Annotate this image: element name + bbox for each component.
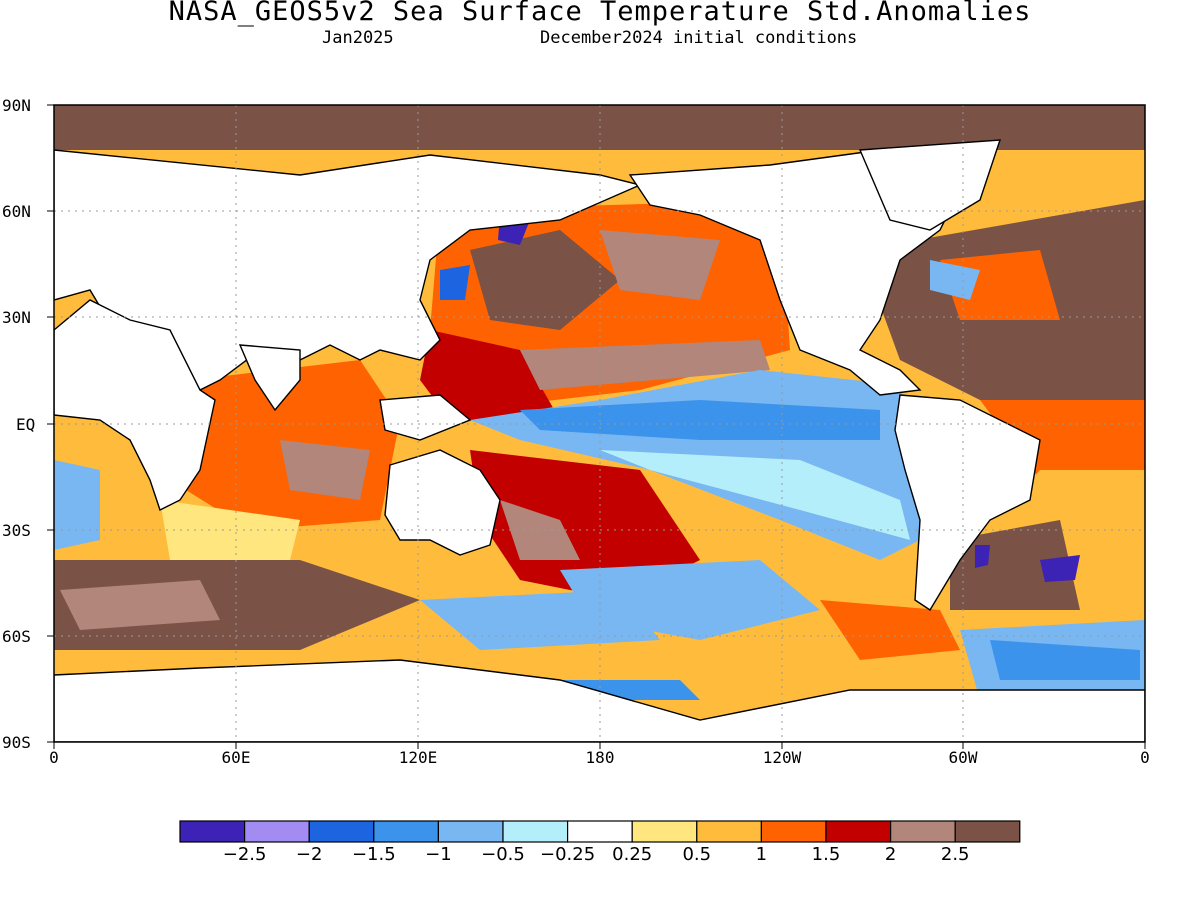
- colorbar-cell: [760, 820, 827, 843]
- india-landmass: [238, 344, 301, 412]
- colorbar-cell: [502, 820, 569, 843]
- lat-label: EQ: [16, 415, 36, 434]
- sst-anomaly-map: [47, 104, 1146, 749]
- lon-label: 0: [49, 748, 59, 767]
- colorbar-tick-label: 2: [884, 844, 897, 865]
- axis-ticks: [47, 104, 1146, 749]
- lon-label: 120E: [398, 748, 438, 767]
- south-america-landmass: [894, 394, 1041, 611]
- colorbar-tick-label: 0.5: [682, 844, 712, 865]
- colorbar-tick-label: 1.5: [811, 844, 841, 865]
- lat-label: 90N: [2, 96, 31, 115]
- colorbar-tick-label: 1: [755, 844, 768, 865]
- lon-label: 60E: [221, 748, 251, 767]
- lon-label: 120W: [762, 748, 802, 767]
- lat-label: 90S: [2, 733, 31, 752]
- colorbar-cell: [437, 820, 504, 843]
- lon-label: 180: [585, 748, 615, 767]
- colorbar-tick-label: −2.5: [222, 844, 267, 865]
- lat-label: 30S: [2, 521, 31, 540]
- colorbar-tick-label: −1.5: [351, 844, 396, 865]
- colorbar-cell: [631, 820, 698, 843]
- forecast-month: Jan2025: [322, 28, 394, 48]
- colorbar-tick-label: −2: [295, 844, 323, 865]
- maritime-continent: [379, 394, 472, 441]
- colorbar-tick-label: 0.25: [612, 844, 653, 865]
- colorbar-cell: [179, 820, 246, 843]
- colorbar-cell: [696, 820, 762, 843]
- graticule: [54, 105, 1145, 742]
- colorbar-cell: [244, 820, 310, 843]
- colorbar-cell: [373, 820, 439, 843]
- greenland-landmass: [858, 139, 1001, 231]
- colorbar-cell: [566, 820, 633, 843]
- lat-label: 30N: [2, 308, 31, 327]
- anomaly-patches: [54, 190, 1145, 700]
- lon-label: 60W: [948, 748, 978, 767]
- lat-label: 60N: [2, 202, 31, 221]
- map-title: NASA_GEOS5v2 Sea Surface Temperature Std…: [168, 0, 1032, 27]
- lon-label: 0: [1140, 748, 1150, 767]
- colorbar-cell: [889, 820, 956, 843]
- colorbar-cell: [954, 820, 1021, 843]
- africa-landmass: [54, 299, 216, 511]
- australia-landmass: [384, 449, 501, 556]
- colorbar-cell: [825, 820, 892, 843]
- colorbar-tick-label: −0.5: [481, 844, 525, 865]
- lat-label: 60S: [2, 627, 31, 646]
- colorbar-tick-label: −0.25: [540, 844, 596, 865]
- init-conditions: December2024 initial conditions: [540, 28, 858, 48]
- colorbar-tick-label: 2.5: [940, 844, 970, 865]
- colorbar-tick-label: −1: [425, 844, 452, 865]
- colorbar-cell: [308, 820, 375, 843]
